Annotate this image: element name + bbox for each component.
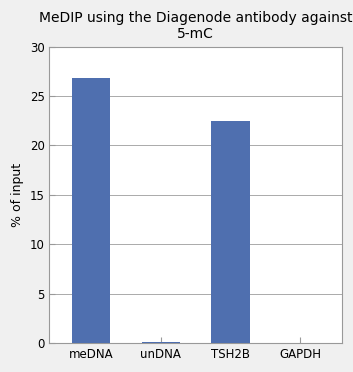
Bar (211, 121, 250, 343)
Bar (142, 341, 180, 343)
Title: MeDIP using the Diagenode antibody against
5-mC: MeDIP using the Diagenode antibody again… (39, 11, 352, 41)
Y-axis label: % of input: % of input (11, 163, 24, 227)
Bar (72, 78, 110, 343)
